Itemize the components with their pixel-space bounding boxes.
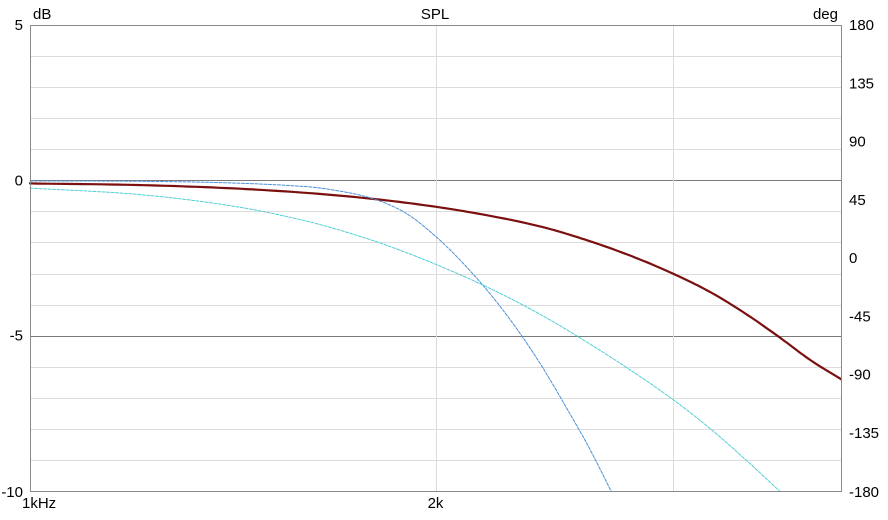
y-right-tick-label: 180 bbox=[849, 17, 874, 34]
series-line-3 bbox=[29, 187, 780, 492]
x-tick-label: 2k bbox=[428, 495, 444, 512]
y-right-unit-label: deg bbox=[813, 6, 838, 23]
x-tick-label: 1kHz bbox=[22, 495, 56, 512]
y-right-tick-label: -180 bbox=[849, 484, 879, 501]
series-layer bbox=[28, 180, 843, 492]
y-left-tick-label: 0 bbox=[15, 172, 23, 189]
series-line-1 bbox=[28, 182, 843, 381]
y-left-unit-label: dB bbox=[33, 6, 51, 23]
y-left-tick-label: -10 bbox=[1, 484, 23, 501]
plot-frame bbox=[30, 25, 842, 492]
y-left-tick-label: -5 bbox=[10, 328, 23, 345]
y-left-tick-label: 5 bbox=[15, 17, 23, 34]
y-right-tick-label: 45 bbox=[849, 192, 866, 209]
grid-layer bbox=[30, 25, 842, 492]
y-right-tick-label: 135 bbox=[849, 75, 874, 92]
y-right-tick-label: -135 bbox=[849, 425, 879, 442]
tick-label-layer: 5 0 -5 -10 180 135 90 45 0 -45 -90 -135 -180 1kHz 2k bbox=[1, 17, 879, 512]
y-right-tick-label: -90 bbox=[849, 367, 871, 384]
chart-title: SPL bbox=[421, 6, 449, 23]
y-right-tick-label: -45 bbox=[849, 308, 871, 325]
series-line-2 bbox=[29, 180, 612, 492]
y-right-tick-label: 0 bbox=[849, 250, 857, 267]
y-right-tick-label: 90 bbox=[849, 134, 866, 151]
